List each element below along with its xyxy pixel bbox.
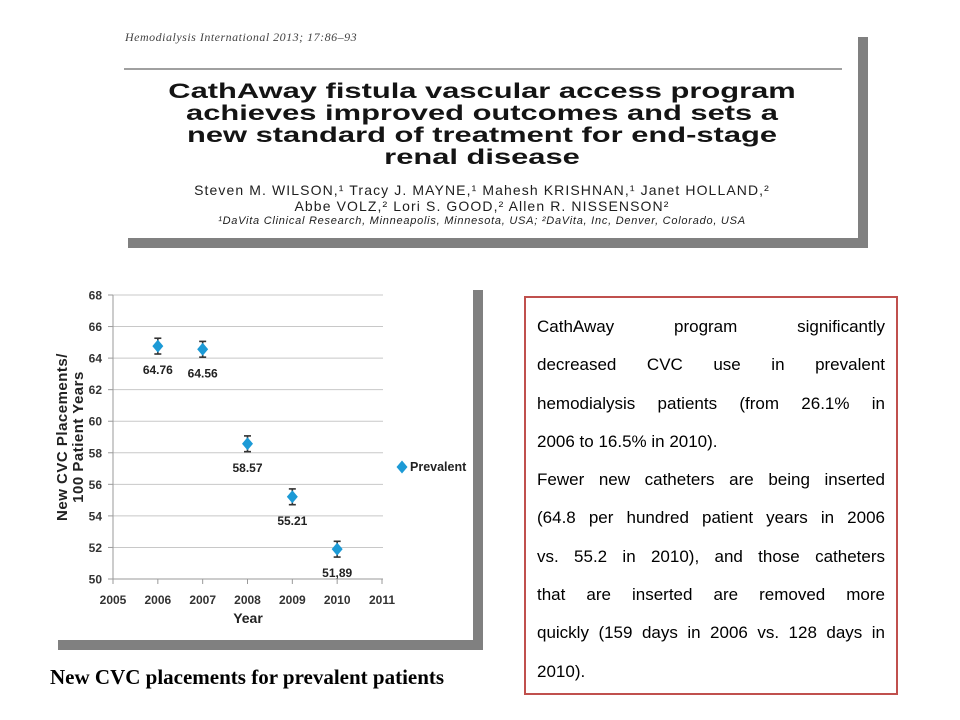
paper-title-line: CathAway fistula vascular access program bbox=[168, 80, 796, 103]
y-tick-label: 50 bbox=[89, 573, 103, 587]
y-tick-label: 58 bbox=[89, 446, 103, 460]
paper-affiliations: ¹DaVita Clinical Research, Minneapolis, … bbox=[218, 215, 746, 227]
gridlines bbox=[113, 294, 383, 580]
data-point bbox=[152, 339, 164, 353]
data-point bbox=[242, 437, 253, 451]
author-line: Steven M. WILSON,¹ Tracy J. MAYNE,¹ Mahe… bbox=[194, 182, 770, 198]
x-tick-label: 2010 bbox=[324, 593, 351, 607]
cvc-placements-chart: 50 52 54 56 58 60 62 64 66 68 2005 2006 2007 2008 2009… bbox=[54, 289, 467, 627]
y-tick-label: 60 bbox=[89, 415, 103, 429]
y-tick-label: 54 bbox=[89, 509, 103, 523]
axes: 50 52 54 56 58 60 62 64 66 68 2005 2006 2007 2008 2009… bbox=[89, 289, 396, 608]
summary-paragraph: CathAway program significantly decreased… bbox=[537, 308, 885, 461]
x-axis-title: Year bbox=[233, 610, 263, 626]
data-label: 58.57 bbox=[232, 461, 262, 475]
summary-text-box: CathAway program significantly decreased… bbox=[524, 296, 898, 695]
summary-line: vs. 55.2 in 2010), and those catheters bbox=[537, 546, 885, 566]
x-tick-label: 2008 bbox=[234, 593, 261, 607]
paper-authors: Steven M. WILSON,¹ Tracy J. MAYNE,¹ Mahe… bbox=[118, 182, 846, 214]
x-tick-label: 2007 bbox=[189, 593, 216, 607]
y-axis-title-line: New CVC Placements/ bbox=[54, 353, 71, 521]
y-tick-label: 62 bbox=[89, 383, 103, 397]
header-rule bbox=[124, 68, 842, 70]
y-tick-label: 66 bbox=[89, 320, 103, 334]
x-tick-label: 2009 bbox=[279, 593, 306, 607]
chart-caption: New CVC placements for prevalent patient… bbox=[50, 665, 445, 689]
journal-citation: Hemodialysis International 2013; 17:86–9… bbox=[125, 30, 358, 44]
legend: Prevalent bbox=[396, 460, 467, 474]
paper-title-line: renal disease bbox=[384, 146, 580, 169]
data-series-prevalent: 64.76 64.56 58.57 55.21 51,89 bbox=[143, 337, 353, 580]
data-label: 55.21 bbox=[277, 514, 307, 528]
x-tick-label: 2011 bbox=[369, 593, 395, 607]
paper-title-line: achieves improved outcomes and sets a bbox=[186, 102, 778, 125]
summary-line: Fewer new catheters are being inserted bbox=[537, 470, 885, 490]
y-tick-label: 64 bbox=[89, 352, 103, 366]
summary-line: (64.8 per hundred patient years in 2006 bbox=[537, 508, 885, 528]
summary-line: 2010). bbox=[537, 661, 586, 681]
summary-line: hemodialysis patients (from 26.1% in bbox=[537, 393, 885, 413]
paper-title: CathAway fistula vascular access program… bbox=[0, 81, 960, 169]
legend-marker-diamond bbox=[396, 460, 408, 474]
y-axis-title-line: 100 Patient Years bbox=[70, 371, 87, 503]
data-point bbox=[331, 542, 343, 556]
data-label: 64.56 bbox=[188, 366, 218, 380]
summary-line: quickly (159 days in 2006 vs. 128 days i… bbox=[537, 623, 885, 643]
summary-line: that are inserted are removed more bbox=[537, 585, 885, 605]
summary-line: 2006 to 16.5% in 2010). bbox=[537, 431, 718, 451]
legend-label: Prevalent bbox=[410, 460, 467, 474]
paper-header-image: Hemodialysis International 2013; 17:86–9… bbox=[118, 27, 858, 238]
summary-line: CathAway program significantly bbox=[537, 317, 885, 336]
author-line: Abbe VOLZ,² Lori S. GOOD,² Allen R. NISS… bbox=[294, 198, 670, 214]
x-tick-label: 2006 bbox=[144, 593, 171, 607]
x-tick-label: 2005 bbox=[100, 593, 127, 607]
chart-panel: 50 52 54 56 58 60 62 64 66 68 2005 2006 2007 2008 2009… bbox=[48, 280, 473, 640]
y-tick-label: 52 bbox=[89, 541, 103, 555]
data-label: 64.76 bbox=[143, 363, 173, 377]
data-label: 51,89 bbox=[322, 566, 352, 580]
y-tick-label: 68 bbox=[89, 289, 103, 303]
summary-line: decreased CVC use in prevalent bbox=[537, 355, 885, 375]
paper-title-line: new standard of treatment for end-stage bbox=[186, 124, 778, 147]
summary-paragraph: Fewer new catheters are being inserted (… bbox=[537, 461, 885, 691]
data-point bbox=[286, 490, 298, 504]
data-point bbox=[197, 342, 209, 356]
y-tick-label: 56 bbox=[89, 478, 103, 492]
